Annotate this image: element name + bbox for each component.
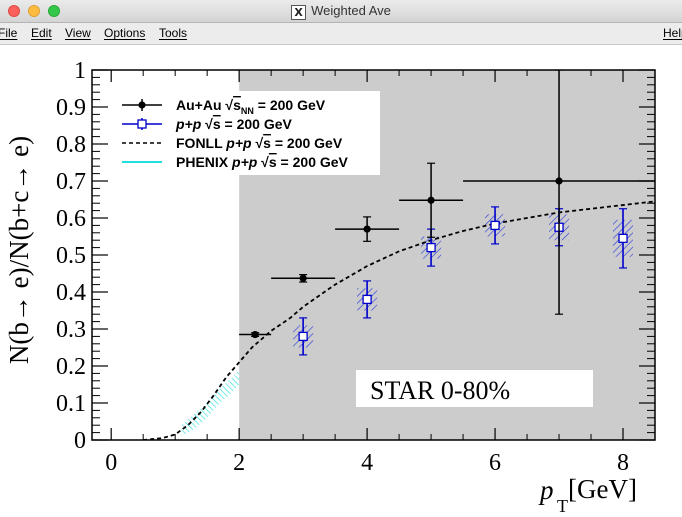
pp-point — [426, 242, 436, 253]
x-tick-label: 2 — [233, 450, 245, 476]
y-tick-label: 1 — [74, 58, 86, 84]
y-tick-label: 0.2 — [56, 354, 86, 380]
auau-point — [363, 225, 371, 233]
y-tick-label: 0.8 — [56, 132, 86, 158]
x-tick-label: 6 — [489, 450, 501, 476]
y-tick-label: 0.1 — [56, 391, 86, 417]
zoom-window-button[interactable] — [48, 5, 60, 17]
menu-bar: File Edit View Options Tools Help — [0, 23, 682, 45]
fonll-curve — [143, 200, 655, 440]
y-axis-label-group: N(b→ e)/N(b+c→ e) — [4, 136, 34, 364]
x-axis-label-sub: T — [557, 496, 568, 516]
legend-auau-marker — [138, 101, 146, 109]
menu-options[interactable]: Options — [104, 26, 146, 40]
minimize-window-button[interactable] — [28, 5, 40, 17]
window-title: Weighted Ave — [311, 3, 391, 18]
y-tick-label: 0.4 — [56, 280, 86, 306]
pp-point — [490, 220, 500, 231]
x-axis-label-main: p — [538, 475, 554, 505]
legend-label: Au+Au √sNN = 200 GeV — [176, 97, 326, 116]
star-annotation: STAR 0-80% — [370, 376, 510, 405]
menu-help[interactable]: Help — [663, 26, 682, 40]
auau-point — [555, 177, 563, 185]
auau-point — [251, 330, 259, 339]
chart-canvas: 0 0.1 0.2 0.3 0.4 0.5 0.6 0.7 0.8 0.9 1 0 2 4 6 8 Au+Au… — [4, 58, 656, 516]
close-window-button[interactable] — [8, 5, 20, 17]
menu-tools[interactable]: Tools — [159, 26, 188, 40]
window-title-wrap: X Weighted Ave — [0, 3, 682, 20]
legend-label: PHENIX p+p √s = 200 GeV — [176, 154, 349, 170]
x-axis-label-unit: [GeV] — [568, 474, 637, 504]
pp-point — [618, 233, 628, 244]
annotation-box — [356, 370, 593, 407]
auau-point — [299, 274, 307, 282]
window-titlebar: X Weighted Ave — [0, 0, 682, 23]
y-tick-label: 0 — [74, 428, 86, 454]
auau-point — [427, 196, 435, 204]
legend-label: FONLL p+p √s = 200 GeV — [176, 135, 343, 151]
pp-point — [362, 294, 372, 305]
legend-label: p+p √s = 200 GeV — [175, 116, 293, 132]
menu-view[interactable]: View — [65, 26, 91, 40]
x-tick-label: 0 — [105, 450, 117, 476]
y-tick-label: 0.9 — [56, 95, 86, 121]
legend-pp-marker — [137, 119, 147, 129]
phenix-band — [181, 369, 240, 437]
menu-file[interactable]: File — [0, 26, 18, 40]
y-tick-label: 0.5 — [56, 243, 86, 269]
y-tick-label: 0.7 — [56, 169, 86, 195]
menu-edit[interactable]: Edit — [31, 26, 52, 40]
y-tick-label: 0.6 — [56, 206, 86, 232]
y-axis-label: N(b→ e)/N(b+c→ e) — [4, 136, 34, 364]
x-tick-label: 8 — [617, 450, 629, 476]
x11-icon: X — [291, 5, 307, 20]
x-axis-label-group: p T [GeV] — [538, 474, 637, 516]
pp-point — [298, 331, 308, 342]
y-tick-label: 0.3 — [56, 317, 86, 343]
x-tick-label: 4 — [361, 450, 373, 476]
